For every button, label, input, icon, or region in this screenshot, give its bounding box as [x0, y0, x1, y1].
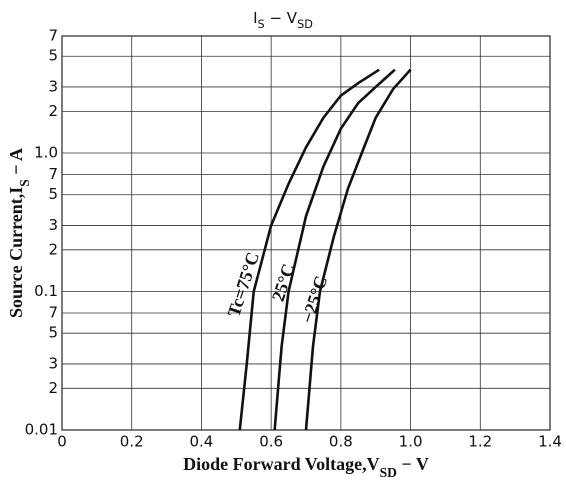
chart-title-part: I	[253, 9, 257, 27]
y-tick-label: 5	[48, 185, 58, 203]
y-tick-label: 5	[48, 47, 58, 65]
chart-title-part: SD	[297, 18, 313, 31]
curve-label: 25°C	[268, 261, 299, 304]
y-tick-label: 5	[48, 324, 58, 342]
curve	[304, 68, 412, 431]
x-tick-label: 0	[57, 433, 67, 451]
y-tick-label: 1.0	[34, 144, 58, 162]
y-tick-label: 0.01	[25, 421, 58, 439]
chart-title: IS − VSD	[253, 9, 313, 31]
y-axis-label-part: Source Current,I	[6, 187, 26, 318]
x-tick-label: 1.0	[399, 433, 423, 451]
y-tick-label: 3	[48, 216, 58, 234]
x-tick-label: 0.2	[120, 433, 144, 451]
y-tick-label: 7	[48, 303, 58, 321]
x-tick-label: 0.6	[259, 433, 283, 451]
y-tick-label: 2	[48, 240, 58, 258]
x-tick-label: 0.8	[329, 433, 353, 451]
y-tick-label: 0.1	[34, 282, 58, 300]
x-axis-label-part: Diode Forward Voltage,V	[183, 454, 380, 474]
curve	[238, 68, 380, 431]
y-tick-label: 3	[48, 77, 58, 95]
y-tick-label: 2	[48, 379, 58, 397]
curve	[273, 68, 396, 431]
x-axis-label: Diode Forward Voltage,VSD − V	[183, 454, 429, 479]
y-tick-label: 7	[48, 27, 58, 45]
chart-title-part: − V	[265, 9, 298, 27]
y-tick-label: 7	[48, 165, 58, 183]
x-axis-label-part: − V	[397, 454, 429, 474]
curve-label: −25°C	[297, 273, 331, 325]
x-tick-label: 1.2	[468, 433, 492, 451]
plot-frame	[61, 35, 551, 431]
x-tick-label: 0.4	[189, 433, 213, 451]
curve-label: Tc=75°C	[223, 250, 263, 320]
x-axis-label-part: SD	[380, 465, 398, 480]
x-tick-label: 1.4	[538, 433, 562, 451]
y-axis-label-part: S	[17, 179, 32, 187]
y-axis-label-part: − A	[6, 148, 26, 179]
chart-title-part: S	[258, 18, 265, 31]
y-tick-label: 2	[48, 102, 58, 120]
y-axis-label: Source Current,IS − A	[6, 148, 31, 318]
y-tick-label: 3	[48, 354, 58, 372]
